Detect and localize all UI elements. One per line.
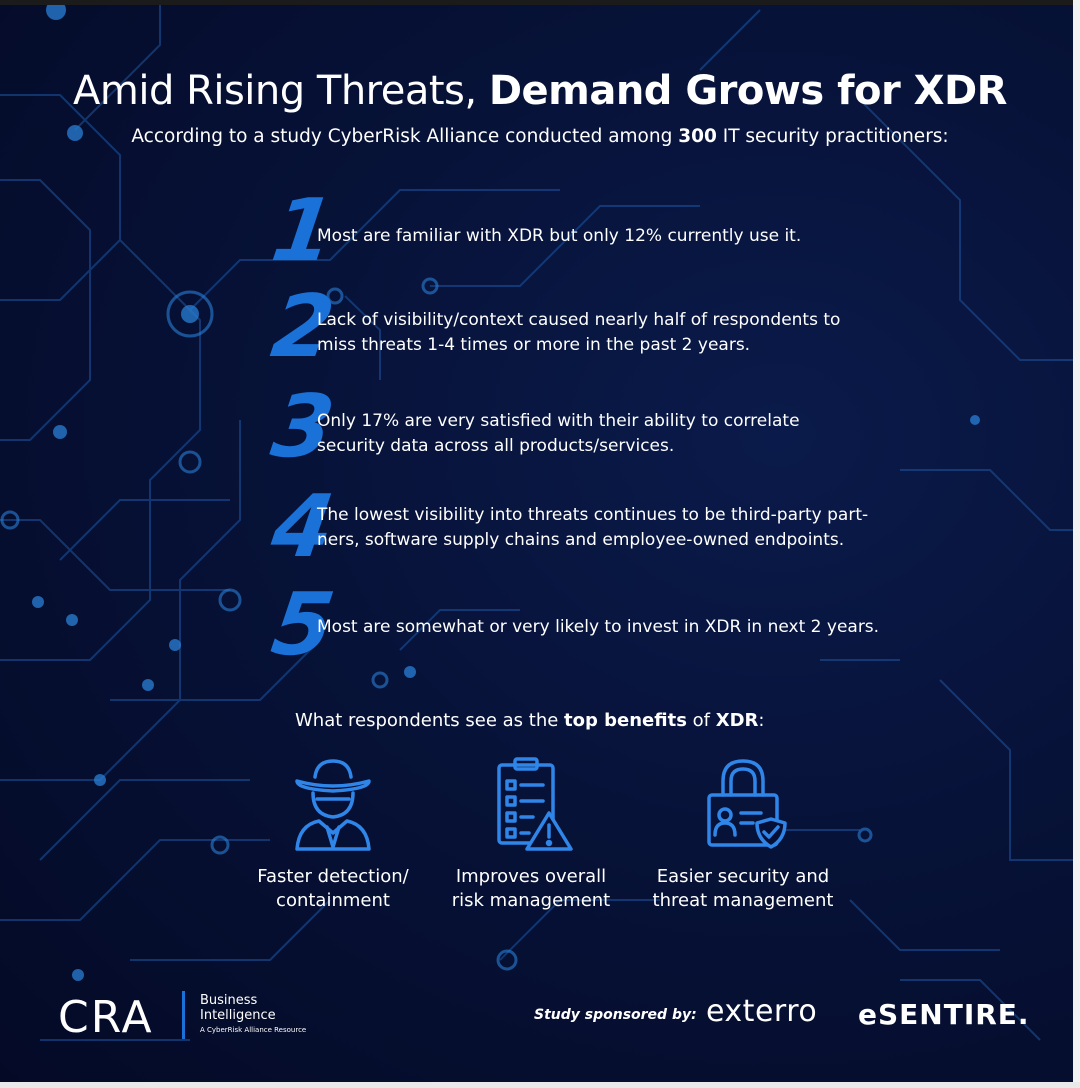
benefit-faster-detection: Faster detection/ containment	[233, 755, 433, 913]
sponsor-label: Study sponsored by:	[534, 1007, 697, 1023]
subtitle-pre: According to a study CyberRisk Alliance …	[131, 126, 679, 147]
benefit-security-management: Easier security and threat management	[643, 755, 843, 913]
page-subtitle: According to a study CyberRisk Alliance …	[0, 126, 1080, 147]
finding-text: Most are familiar with XDR but only 12% …	[317, 224, 801, 249]
finding-text: The lowest visibility into threats conti…	[317, 503, 868, 553]
benefit-label: Faster detection/ containment	[257, 866, 409, 911]
finding-text-line: Lack of visibility/context caused nearly…	[317, 310, 841, 330]
bottom-border	[0, 1082, 1080, 1088]
title-light: Amid Rising Threats,	[73, 68, 489, 114]
finding-text-line: ners, software supply chains and employe…	[317, 530, 845, 550]
benefits-heading-emphasis: top benefits	[564, 710, 687, 731]
finding-text-line: miss threats 1-4 times or more in the pa…	[317, 335, 751, 355]
benefit-label: Improves overall risk management	[451, 866, 611, 911]
finding-text-line: The lowest visibility into threats conti…	[317, 505, 869, 525]
exterro-logo: exterro	[706, 994, 818, 1029]
page-title: Amid Rising Threats, Demand Grows for XD…	[0, 68, 1080, 114]
right-border	[1073, 0, 1080, 1088]
business-intelligence-sub: A CyberRisk Alliance Resource	[200, 1026, 307, 1034]
title-bold: Demand Grows for XDR	[488, 68, 1008, 114]
benefit-label: Easier security and threat management	[652, 866, 834, 911]
benefits-heading-xdr: XDR	[715, 710, 759, 731]
esentire-logo: eSENTIRE.	[858, 998, 1030, 1031]
logo-divider	[182, 991, 185, 1039]
finding-text-line: Only 17% are very satisfied with their a…	[317, 411, 800, 431]
finding-text: Lack of visibility/context caused nearly…	[317, 308, 840, 358]
benefits-heading-mid: of	[686, 710, 716, 731]
top-border	[0, 0, 1080, 5]
business-line-1: Business	[200, 993, 258, 1008]
benefits-heading-post: :	[758, 710, 765, 731]
business-intelligence-label: Business Intelligence	[200, 993, 276, 1023]
finding-text-line: Most are familiar with XDR but only 12% …	[317, 226, 802, 246]
spy-agent-icon	[295, 759, 371, 851]
padlock-id-shield-icon	[707, 759, 787, 849]
subtitle-count: 300	[678, 126, 717, 147]
cra-logo: CRA	[58, 992, 154, 1043]
subtitle-post: IT security practitioners:	[716, 126, 949, 147]
checklist-warning-icon	[497, 757, 573, 851]
finding-text: Only 17% are very satisfied with their a…	[317, 409, 800, 459]
finding-text-line: Most are somewhat or very likely to inve…	[317, 617, 880, 637]
finding-text: Most are somewhat or very likely to inve…	[317, 615, 879, 640]
finding-text-line: security data across all products/servic…	[317, 436, 675, 456]
benefits-heading-pre: What respondents see as the	[295, 710, 565, 731]
benefits-heading: What respondents see as the top benefits…	[295, 710, 765, 731]
business-line-2: Intelligence	[200, 1008, 276, 1023]
benefit-risk-management: Improves overall risk management	[431, 755, 631, 913]
